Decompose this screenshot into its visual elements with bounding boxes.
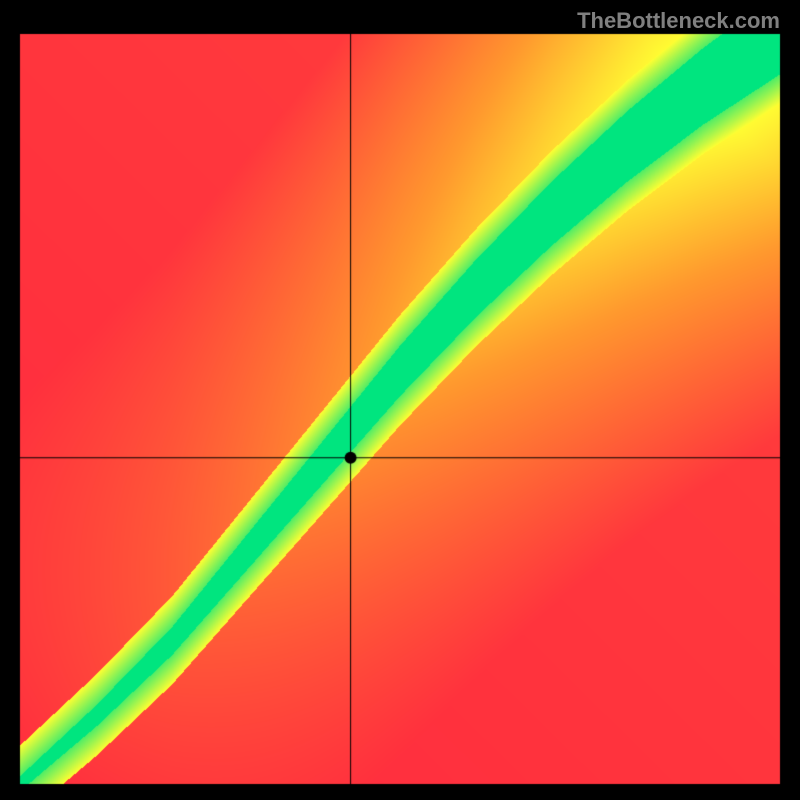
chart-container: TheBottleneck.com [0,0,800,800]
watermark-text: TheBottleneck.com [577,8,780,34]
bottleneck-heatmap [0,0,800,800]
